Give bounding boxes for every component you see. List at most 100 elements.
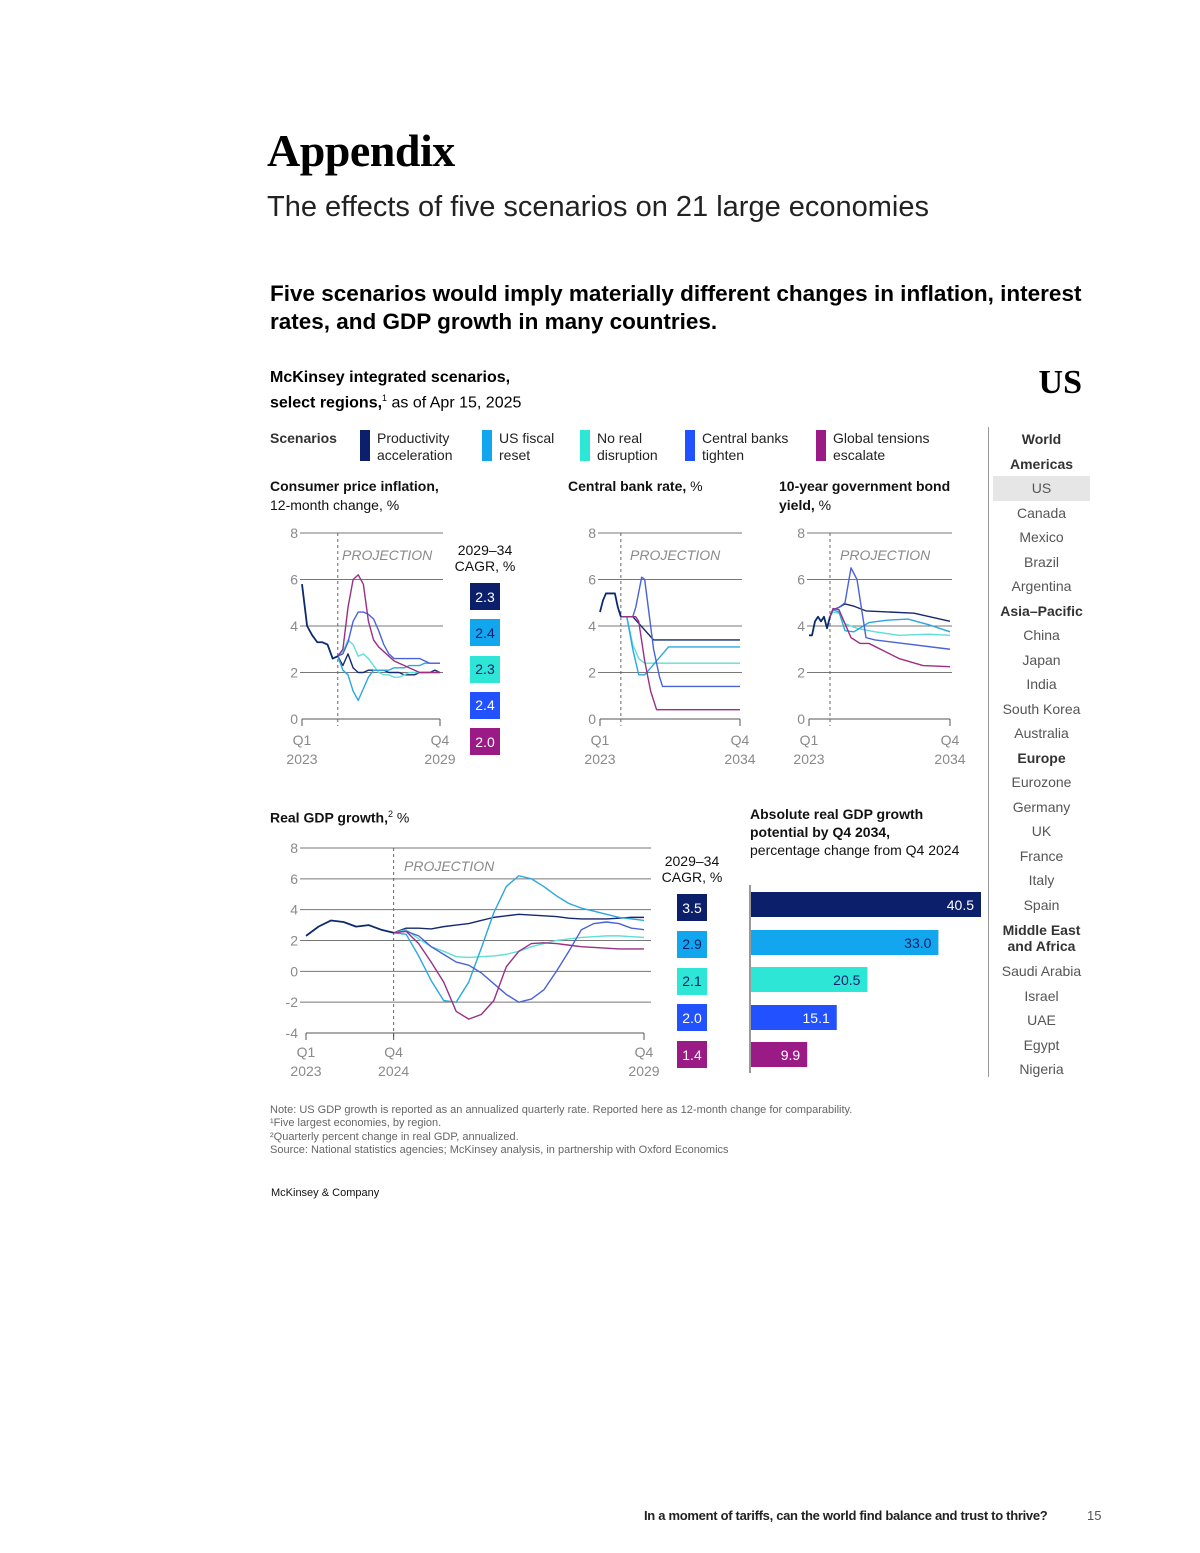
sidebar-item-canada[interactable]: Canada xyxy=(993,501,1090,526)
sidebar-item-label: Eurozone xyxy=(1011,774,1072,791)
sidebar-item-australia[interactable]: Australia xyxy=(993,721,1090,746)
cagr-box: 2.1 xyxy=(677,967,707,995)
cagr-box: 2.0 xyxy=(470,728,500,756)
y-tick-label: 2 xyxy=(588,665,596,681)
sidebar-item-label: Mexico xyxy=(1019,529,1064,546)
sidebar-item-europe[interactable]: Europe xyxy=(993,746,1090,771)
x-tick-quarter: Q4 xyxy=(635,1044,654,1060)
y-tick-label: 2 xyxy=(797,665,805,681)
page-title: Appendix xyxy=(267,125,455,176)
brand-name: McKinsey & Company xyxy=(271,1187,380,1199)
sidebar-item-us[interactable]: US xyxy=(993,476,1090,501)
sidebar-item-nigeria[interactable]: Nigeria xyxy=(993,1057,1090,1082)
y-tick-label: 4 xyxy=(588,618,596,634)
x-tick-year: 2023 xyxy=(290,1063,321,1079)
series-line-productivity-acceleration xyxy=(393,913,644,934)
sidebar-item-egypt[interactable]: Egypt xyxy=(993,1033,1090,1058)
sidebar-item-label: World xyxy=(1021,431,1062,448)
cpi-cagr-title1: 2029–34 xyxy=(457,542,513,558)
legend-title: Scenarios xyxy=(270,430,337,446)
sidebar-item-label: UAE xyxy=(1027,1012,1056,1029)
sidebar-item-label: Americas xyxy=(1009,455,1074,472)
sidebar-item-uae[interactable]: UAE xyxy=(993,1008,1090,1033)
cagr-box: 2.4 xyxy=(470,619,500,647)
sidebar-item-india[interactable]: India xyxy=(993,672,1090,697)
sidebar-item-japan[interactable]: Japan xyxy=(993,648,1090,673)
legend-label-line1: US fiscal xyxy=(499,430,555,446)
sidebar-item-world[interactable]: World xyxy=(993,427,1090,452)
legend-label-line1: Central banks xyxy=(702,430,789,446)
y-tick-label: 2 xyxy=(290,933,298,949)
x-tick-year: 2023 xyxy=(793,751,824,767)
series-line-central-banks-tighten xyxy=(337,611,440,664)
sidebar-item-argentina[interactable]: Argentina xyxy=(993,574,1090,599)
y-tick-label: 8 xyxy=(588,525,596,541)
x-tick-quarter: Q1 xyxy=(293,732,312,748)
sidebar-item-china[interactable]: China xyxy=(993,623,1090,648)
legend-item: US fiscal reset xyxy=(482,430,554,464)
x-tick-year: 2029 xyxy=(424,751,455,767)
sidebar-item-uk[interactable]: UK xyxy=(993,819,1090,844)
cpi-cagr-header: 2029–34 CAGR, % xyxy=(448,542,522,574)
legend-item: Central banks tighten xyxy=(685,430,788,464)
x-tick-quarter: Q1 xyxy=(800,732,819,748)
x-tick-year: 2024 xyxy=(378,1063,409,1079)
x-tick-quarter: Q4 xyxy=(384,1044,403,1060)
gdp-cagr-title2: CAGR, % xyxy=(661,869,723,885)
sidebar-item-brazil[interactable]: Brazil xyxy=(993,550,1090,575)
sidebar-item-germany[interactable]: Germany xyxy=(993,795,1090,820)
series-line-history xyxy=(809,615,831,637)
running-title: In a moment of tariffs, can the world fi… xyxy=(644,1508,1048,1523)
sidebar-item-label: India xyxy=(1026,676,1057,693)
cagr-box: 1.4 xyxy=(677,1041,707,1069)
legend-label: No real disruption xyxy=(597,430,658,464)
sidebar-item-label: Israel xyxy=(1024,987,1059,1004)
cagr-box: 2.4 xyxy=(470,691,500,719)
sidebar-item-saudi-arabia[interactable]: Saudi Arabia xyxy=(993,959,1090,984)
series-line-global-tensions-escalate xyxy=(829,607,951,668)
sidebar-item-israel[interactable]: Israel xyxy=(993,984,1090,1009)
cbr-chart: 0 2 4 6 8 PROJECTION Q1 2023 Q4 2034 xyxy=(584,525,755,767)
x-tick-quarter: Q1 xyxy=(297,1044,316,1060)
gdp-chart: -4 -2 0 2 4 6 8 PROJECTION Q1 2023 Q4 2024 Q4 2029 xyxy=(286,840,660,1079)
cpi-title: Consumer price inflation, 12-month chang… xyxy=(270,477,439,515)
series-line-no-real-disruption xyxy=(829,611,951,636)
footnote-mark: 1 xyxy=(382,393,388,403)
y-tick-label: 8 xyxy=(290,840,298,856)
legend-swatch xyxy=(360,430,370,461)
y-tick-label: 2 xyxy=(290,665,298,681)
x-tick-year: 2034 xyxy=(934,751,965,767)
sidebar-item-label: Italy xyxy=(1028,872,1055,889)
sidebar-item-france[interactable]: France xyxy=(993,844,1090,869)
sidebar-item-south-korea[interactable]: South Korea xyxy=(993,697,1090,722)
sidebar-item-label: Canada xyxy=(1016,504,1067,521)
series-line-us-fiscal-reset xyxy=(337,655,440,702)
abs-gdp-title-text2: potential by Q4 2034, xyxy=(750,824,891,840)
sidebar-item-italy[interactable]: Italy xyxy=(993,868,1090,893)
legend-label-line2: acceleration xyxy=(377,447,453,463)
y-tick-label: 6 xyxy=(797,572,805,588)
y-tick-label: 6 xyxy=(290,572,298,588)
series-line-us-fiscal-reset xyxy=(393,875,645,1003)
bar-value-label: 33.0 xyxy=(904,935,931,951)
sidebar-item-middle-east-and-africa[interactable]: Middle East and Africa xyxy=(993,917,1090,959)
cpi-title-text: Consumer price inflation, xyxy=(270,478,439,494)
sidebar-item-eurozone[interactable]: Eurozone xyxy=(993,770,1090,795)
x-tick-quarter: Q4 xyxy=(731,732,750,748)
sidebar-item-asia-pacific[interactable]: Asia–Pacific xyxy=(993,599,1090,624)
bond-chart: 0 2 4 6 8 PROJECTION Q1 2023 Q4 2034 xyxy=(793,525,965,767)
sidebar-item-americas[interactable]: Americas xyxy=(993,452,1090,477)
legend-label: Central banks tighten xyxy=(702,430,788,464)
sidebar-item-label: Spain xyxy=(1023,896,1060,913)
legend-label-line2: escalate xyxy=(833,447,886,463)
abs-gdp-title-text: Absolute real GDP growth xyxy=(750,806,924,822)
cagr-box: 2.3 xyxy=(470,655,500,683)
series-line-central-banks-tighten xyxy=(393,921,645,1003)
sidebar-item-mexico[interactable]: Mexico xyxy=(993,525,1090,550)
y-tick-label: 4 xyxy=(290,618,298,634)
sidebar-item-spain[interactable]: Spain xyxy=(993,893,1090,918)
sidebar-item-label: France xyxy=(1019,847,1064,864)
legend-item: Global tensions escalate xyxy=(816,430,930,464)
cagr-box: 2.9 xyxy=(677,930,707,958)
series-line-history xyxy=(305,919,394,937)
